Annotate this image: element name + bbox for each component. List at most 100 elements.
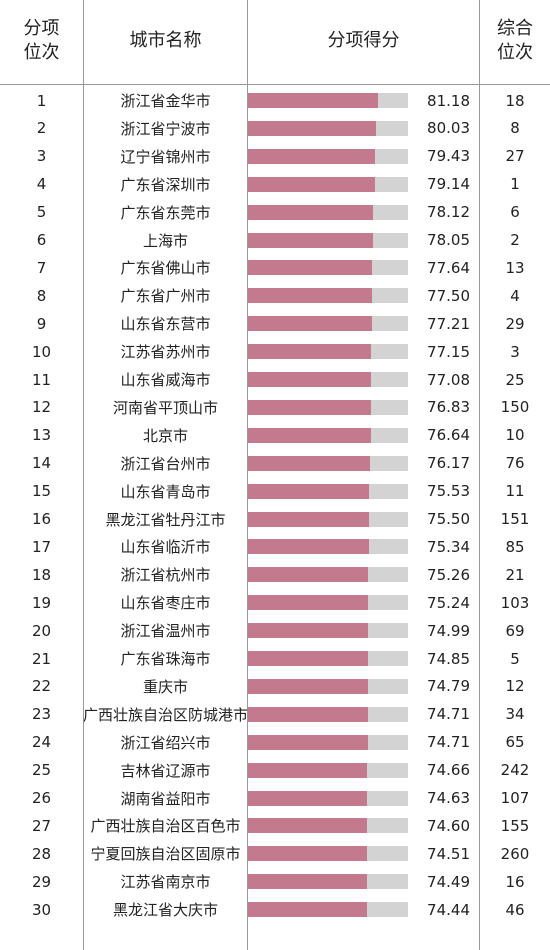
score-value: 74.66 bbox=[427, 761, 470, 780]
score-bar bbox=[248, 176, 375, 192]
overall-rank-cell: 85 bbox=[505, 537, 525, 556]
overall-rank-cell: 27 bbox=[505, 147, 525, 166]
header-divider bbox=[0, 84, 550, 85]
score-value: 76.64 bbox=[427, 426, 470, 445]
score-value: 79.14 bbox=[427, 175, 470, 194]
score-bar-track bbox=[248, 316, 408, 332]
score-bar bbox=[248, 678, 368, 694]
overall-rank-cell: 6 bbox=[510, 203, 520, 222]
score-value: 77.64 bbox=[427, 258, 470, 277]
overall-rank-cell: 18 bbox=[505, 91, 525, 110]
header-score-label: 分项得分 bbox=[327, 30, 400, 51]
city-cell: 湖南省益阳市 bbox=[120, 789, 211, 808]
city-cell: 江苏省苏州市 bbox=[120, 343, 211, 362]
rank-cell: 20 bbox=[31, 621, 52, 640]
score-bar bbox=[248, 762, 368, 778]
score-bar bbox=[248, 790, 368, 806]
score-bar-track bbox=[248, 678, 408, 694]
rank-cell: 26 bbox=[31, 789, 52, 807]
score-bar-track bbox=[248, 874, 408, 890]
score-value: 75.34 bbox=[427, 537, 470, 556]
score-value: 79.43 bbox=[427, 147, 470, 166]
city-cell: 山东省枣庄市 bbox=[120, 594, 211, 613]
rank-cell: 30 bbox=[31, 900, 52, 919]
score-bar-track bbox=[248, 232, 408, 248]
rank-cell: 7 bbox=[36, 258, 47, 277]
city-cell: 辽宁省锦州市 bbox=[120, 147, 211, 166]
city-cell: 浙江省金华市 bbox=[120, 92, 211, 110]
overall-rank-cell: 65 bbox=[505, 733, 525, 752]
overall-rank-cell: 34 bbox=[505, 705, 525, 724]
city-cell: 吉林省辽源市 bbox=[120, 761, 211, 780]
score-bar-track bbox=[248, 399, 408, 415]
city-cell: 广东省广州市 bbox=[120, 287, 211, 306]
score-value: 74.51 bbox=[427, 844, 470, 863]
score-value: 76.83 bbox=[427, 398, 470, 417]
rank-cell: 22 bbox=[31, 677, 52, 696]
score-bar-track bbox=[248, 706, 408, 722]
rank-cell: 3 bbox=[36, 147, 47, 166]
rank-cell: 12 bbox=[31, 398, 52, 417]
overall-rank-cell: 21 bbox=[505, 565, 525, 584]
city-cell: 广西壮族自治区防城港市 bbox=[83, 705, 249, 724]
rank-cell: 16 bbox=[31, 510, 52, 528]
score-value: 80.03 bbox=[427, 119, 470, 138]
header-rank-line1: 分项 bbox=[23, 18, 60, 39]
score-bar bbox=[248, 539, 369, 555]
overall-rank-cell: 4 bbox=[510, 286, 520, 305]
city-cell: 黑龙江省牡丹江市 bbox=[105, 510, 226, 529]
rank-cell: 15 bbox=[31, 482, 52, 501]
overall-rank-cell: 3 bbox=[510, 342, 520, 361]
rank-cell: 18 bbox=[31, 565, 52, 584]
score-bar bbox=[248, 260, 373, 276]
header-overall-line1: 综合 bbox=[497, 18, 533, 39]
overall-rank-cell: 25 bbox=[505, 370, 525, 389]
score-value: 76.17 bbox=[427, 454, 470, 473]
score-value: 74.60 bbox=[427, 816, 470, 835]
overall-rank-cell: 1 bbox=[510, 175, 520, 194]
overall-rank-cell: 11 bbox=[505, 482, 525, 501]
score-bar-track bbox=[248, 651, 408, 666]
rank-cell: 2 bbox=[36, 119, 47, 138]
score-bar-track bbox=[248, 260, 408, 276]
score-value: 75.53 bbox=[427, 482, 470, 501]
score-bar-track bbox=[248, 567, 408, 583]
score-bar bbox=[248, 651, 368, 666]
overall-rank-cell: 46 bbox=[505, 900, 525, 919]
score-bar-track bbox=[248, 93, 408, 108]
score-bar-track bbox=[248, 204, 408, 220]
city-cell: 浙江省台州市 bbox=[120, 454, 211, 473]
city-cell: 浙江省杭州市 bbox=[120, 566, 211, 585]
header-city-label: 城市名称 bbox=[129, 30, 202, 51]
header-overall-line2: 位次 bbox=[497, 42, 533, 63]
rank-cell: 6 bbox=[36, 231, 47, 249]
rank-cell: 28 bbox=[31, 844, 52, 863]
score-bar-track bbox=[248, 818, 408, 834]
score-bar bbox=[248, 148, 376, 164]
city-cell: 北京市 bbox=[142, 426, 188, 445]
rank-cell: 24 bbox=[31, 733, 52, 752]
score-bar-track bbox=[248, 902, 408, 918]
overall-rank-cell: 12 bbox=[505, 677, 525, 696]
score-value: 77.50 bbox=[427, 286, 470, 305]
score-value: 74.85 bbox=[427, 649, 470, 668]
rank-cell: 23 bbox=[31, 705, 52, 724]
city-cell: 广东省东莞市 bbox=[120, 203, 211, 222]
overall-rank-cell: 29 bbox=[505, 314, 525, 333]
rank-cell: 29 bbox=[31, 872, 52, 891]
city-cell: 浙江省绍兴市 bbox=[120, 733, 211, 752]
score-value: 75.26 bbox=[427, 565, 470, 584]
divider-after-score bbox=[479, 0, 480, 950]
overall-rank-cell: 103 bbox=[500, 593, 530, 612]
rank-cell: 27 bbox=[31, 816, 52, 835]
score-bar-track bbox=[248, 176, 408, 192]
score-value: 77.21 bbox=[427, 314, 470, 333]
overall-rank-cell: 5 bbox=[510, 649, 520, 668]
score-value: 74.71 bbox=[427, 705, 470, 724]
score-bar bbox=[248, 734, 368, 750]
city-cell: 广东省深圳市 bbox=[120, 175, 211, 194]
score-bar-track bbox=[248, 455, 408, 471]
score-value: 77.08 bbox=[427, 370, 470, 389]
score-bar bbox=[248, 344, 372, 360]
header-rank: 分项 位次 bbox=[0, 0, 83, 82]
